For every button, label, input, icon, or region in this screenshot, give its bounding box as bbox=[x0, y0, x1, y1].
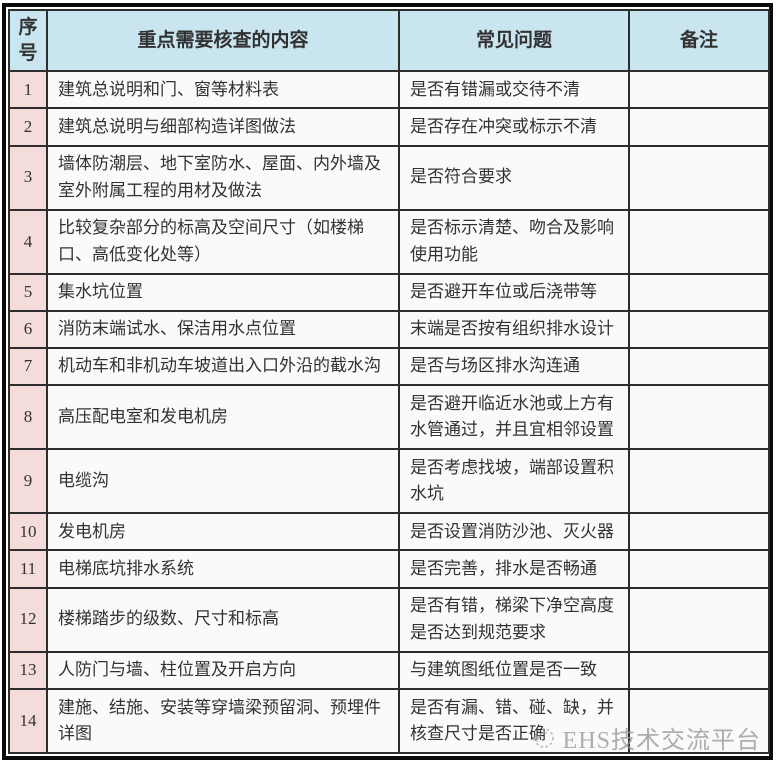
row-number-cell: 14 bbox=[8, 687, 48, 755]
table-row: 12 楼梯踏步的级数、尺寸和标高 是否有错，梯梁下净空高度是否达到规范要求 bbox=[8, 586, 770, 653]
row-remark-cell bbox=[628, 384, 770, 451]
header-cell-content: 重点需要核查的内容 bbox=[46, 8, 400, 73]
row-issue-cell: 与建筑图纸位置是否一致 bbox=[398, 650, 630, 690]
row-content-cell: 墙体防潮层、地下室防水、屋面、内外墙及室外附属工程的用材及做法 bbox=[46, 144, 400, 211]
row-issue-cell: 是否有错漏或交待不清 bbox=[398, 70, 630, 110]
row-remark-cell bbox=[628, 309, 770, 350]
table-row: 9 电缆沟 是否考虑找坡，端部设置积水坑 bbox=[8, 448, 770, 515]
row-content-cell: 机动车和非机动车坡道出入口外沿的截水沟 bbox=[46, 346, 400, 387]
row-number-cell: 11 bbox=[8, 549, 48, 589]
table-row: 2 建筑总说明与细部构造详图做法 是否存在冲突或标示不清 bbox=[8, 107, 770, 147]
row-remark-cell bbox=[628, 208, 770, 275]
table-row: 13 人防门与墙、柱位置及开启方向 与建筑图纸位置是否一致 bbox=[8, 650, 770, 690]
checklist-table-frame: 序号 重点需要核查的内容 常见问题 备注 1 建筑总说明和门、窗等材料表 是否有… bbox=[2, 3, 773, 760]
table-row: 11 电梯底坑排水系统 是否完善，排水是否畅通 bbox=[8, 549, 770, 589]
row-content-cell: 发电机房 bbox=[46, 512, 400, 552]
row-remark-cell bbox=[628, 586, 770, 653]
row-issue-cell: 是否避开临近水池或上方有水管通过，并且宜相邻设置 bbox=[398, 384, 630, 451]
row-content-cell: 建施、结施、安装等穿墙梁预留洞、预埋件详图 bbox=[46, 687, 400, 755]
table-row: 1 建筑总说明和门、窗等材料表 是否有错漏或交待不清 bbox=[8, 70, 770, 110]
row-content-cell: 集水坑位置 bbox=[46, 272, 400, 312]
table-row: 7 机动车和非机动车坡道出入口外沿的截水沟 是否与场区排水沟连通 bbox=[8, 346, 770, 387]
table-row: 6 消防末端试水、保洁用水点位置 末端是否按有组织排水设计 bbox=[8, 309, 770, 350]
header-row: 序号 重点需要核查的内容 常见问题 备注 bbox=[8, 8, 770, 73]
row-number-cell: 13 bbox=[8, 650, 48, 690]
table-body: 1 建筑总说明和门、窗等材料表 是否有错漏或交待不清 2 建筑总说明与细部构造详… bbox=[8, 70, 770, 755]
row-number-cell: 12 bbox=[8, 586, 48, 653]
row-issue-cell: 是否有错，梯梁下净空高度是否达到规范要求 bbox=[398, 586, 630, 653]
row-remark-cell bbox=[628, 549, 770, 589]
row-remark-cell bbox=[628, 272, 770, 312]
table-row: 3 墙体防潮层、地下室防水、屋面、内外墙及室外附属工程的用材及做法 是否符合要求 bbox=[8, 144, 770, 211]
row-issue-cell: 是否与场区排水沟连通 bbox=[398, 346, 630, 387]
row-issue-cell: 是否避开车位或后浇带等 bbox=[398, 272, 630, 312]
row-content-cell: 电梯底坑排水系统 bbox=[46, 549, 400, 589]
row-number-cell: 8 bbox=[8, 384, 48, 451]
row-remark-cell bbox=[628, 346, 770, 387]
row-number-cell: 9 bbox=[8, 448, 48, 515]
row-content-cell: 建筑总说明与细部构造详图做法 bbox=[46, 107, 400, 147]
row-remark-cell bbox=[628, 512, 770, 552]
row-issue-cell: 是否标示清楚、吻合及影响使用功能 bbox=[398, 208, 630, 275]
row-remark-cell bbox=[628, 107, 770, 147]
row-number-cell: 2 bbox=[8, 107, 48, 147]
row-number-cell: 7 bbox=[8, 346, 48, 387]
row-remark-cell bbox=[628, 70, 770, 110]
table-row: 8 高压配电室和发电机房 是否避开临近水池或上方有水管通过，并且宜相邻设置 bbox=[8, 384, 770, 451]
row-content-cell: 楼梯踏步的级数、尺寸和标高 bbox=[46, 586, 400, 653]
table-row: 5 集水坑位置 是否避开车位或后浇带等 bbox=[8, 272, 770, 312]
header-cell-issue: 常见问题 bbox=[398, 8, 630, 73]
row-content-cell: 人防门与墙、柱位置及开启方向 bbox=[46, 650, 400, 690]
row-remark-cell bbox=[628, 687, 770, 755]
row-content-cell: 高压配电室和发电机房 bbox=[46, 384, 400, 451]
checklist-table: 序号 重点需要核查的内容 常见问题 备注 1 建筑总说明和门、窗等材料表 是否有… bbox=[8, 8, 770, 755]
row-number-cell: 5 bbox=[8, 272, 48, 312]
row-number-cell: 6 bbox=[8, 309, 48, 350]
row-content-cell: 消防末端试水、保洁用水点位置 bbox=[46, 309, 400, 350]
header-cell-remark: 备注 bbox=[628, 8, 770, 73]
table-row: 4 比较复杂部分的标高及空间尺寸（如楼梯口、高低变化处等） 是否标示清楚、吻合及… bbox=[8, 208, 770, 275]
row-issue-cell: 是否符合要求 bbox=[398, 144, 630, 211]
table-row: 10 发电机房 是否设置消防沙池、灭火器 bbox=[8, 512, 770, 552]
row-issue-cell: 是否考虑找坡，端部设置积水坑 bbox=[398, 448, 630, 515]
row-content-cell: 比较复杂部分的标高及空间尺寸（如楼梯口、高低变化处等） bbox=[46, 208, 400, 275]
row-issue-cell: 是否完善，排水是否畅通 bbox=[398, 549, 630, 589]
table-row: 14 建施、结施、安装等穿墙梁预留洞、预埋件详图 是否有漏、错、碰、缺，并核查尺… bbox=[8, 687, 770, 755]
row-issue-cell: 是否有漏、错、碰、缺，并核查尺寸是否正确 bbox=[398, 687, 630, 755]
row-number-cell: 3 bbox=[8, 144, 48, 211]
row-number-cell: 4 bbox=[8, 208, 48, 275]
row-remark-cell bbox=[628, 448, 770, 515]
row-content-cell: 电缆沟 bbox=[46, 448, 400, 515]
row-remark-cell bbox=[628, 144, 770, 211]
row-issue-cell: 是否存在冲突或标示不清 bbox=[398, 107, 630, 147]
row-remark-cell bbox=[628, 650, 770, 690]
row-number-cell: 1 bbox=[8, 70, 48, 110]
row-issue-cell: 是否设置消防沙池、灭火器 bbox=[398, 512, 630, 552]
row-content-cell: 建筑总说明和门、窗等材料表 bbox=[46, 70, 400, 110]
header-cell-number: 序号 bbox=[8, 8, 48, 73]
row-issue-cell: 末端是否按有组织排水设计 bbox=[398, 309, 630, 350]
row-number-cell: 10 bbox=[8, 512, 48, 552]
